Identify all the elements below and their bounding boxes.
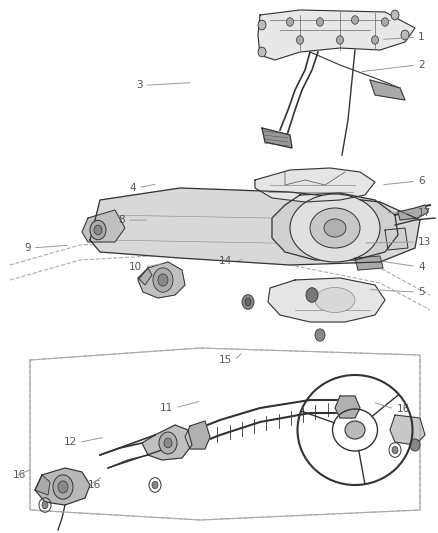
Polygon shape <box>35 475 50 495</box>
Circle shape <box>391 10 399 20</box>
Circle shape <box>306 288 318 302</box>
Text: 16: 16 <box>13 471 26 480</box>
Circle shape <box>401 30 409 40</box>
Circle shape <box>371 36 378 44</box>
Circle shape <box>242 295 254 309</box>
Text: 1: 1 <box>418 33 425 42</box>
Polygon shape <box>142 425 192 460</box>
Circle shape <box>152 481 158 489</box>
Text: 2: 2 <box>418 60 425 70</box>
Circle shape <box>258 20 266 30</box>
Circle shape <box>317 18 324 26</box>
Text: 4: 4 <box>129 183 136 192</box>
Circle shape <box>42 502 48 508</box>
Ellipse shape <box>290 194 380 262</box>
Polygon shape <box>255 168 375 202</box>
Ellipse shape <box>310 208 360 248</box>
Circle shape <box>336 36 343 44</box>
Polygon shape <box>268 278 385 322</box>
Text: 3: 3 <box>136 80 142 90</box>
Text: 5: 5 <box>418 287 425 297</box>
Polygon shape <box>370 80 405 100</box>
Circle shape <box>58 481 68 493</box>
Circle shape <box>286 18 293 26</box>
Text: 11: 11 <box>160 403 173 413</box>
Text: 16: 16 <box>396 404 410 414</box>
Circle shape <box>153 268 173 292</box>
Ellipse shape <box>315 287 355 312</box>
Polygon shape <box>138 262 185 298</box>
Circle shape <box>159 432 177 454</box>
Circle shape <box>352 16 358 25</box>
Polygon shape <box>262 128 292 148</box>
Text: 6: 6 <box>418 176 425 186</box>
Circle shape <box>410 439 420 451</box>
Circle shape <box>258 47 266 57</box>
Text: 10: 10 <box>129 262 142 272</box>
Polygon shape <box>82 210 125 242</box>
Circle shape <box>315 329 325 341</box>
Polygon shape <box>390 415 425 445</box>
Text: 17: 17 <box>418 208 431 218</box>
Polygon shape <box>258 10 415 60</box>
Text: 15: 15 <box>219 356 232 365</box>
Circle shape <box>297 36 304 44</box>
Circle shape <box>245 298 251 305</box>
Circle shape <box>381 18 389 26</box>
Ellipse shape <box>345 421 365 439</box>
Circle shape <box>94 225 102 235</box>
Circle shape <box>158 274 168 286</box>
Polygon shape <box>398 205 428 220</box>
Ellipse shape <box>324 219 346 237</box>
Circle shape <box>392 446 398 454</box>
Polygon shape <box>385 228 408 250</box>
Polygon shape <box>185 421 210 449</box>
Circle shape <box>90 220 106 240</box>
Text: 13: 13 <box>418 237 431 247</box>
Polygon shape <box>35 468 90 505</box>
Circle shape <box>53 475 73 499</box>
Polygon shape <box>138 268 152 285</box>
Polygon shape <box>335 396 360 418</box>
Text: 14: 14 <box>219 256 232 266</box>
Text: 12: 12 <box>64 438 77 447</box>
Text: 4: 4 <box>418 262 425 271</box>
Polygon shape <box>90 188 420 265</box>
Polygon shape <box>272 193 398 260</box>
Text: 16: 16 <box>88 480 101 490</box>
Polygon shape <box>355 256 383 270</box>
Text: 8: 8 <box>118 215 125 225</box>
Circle shape <box>164 438 172 448</box>
Text: 9: 9 <box>24 243 31 253</box>
